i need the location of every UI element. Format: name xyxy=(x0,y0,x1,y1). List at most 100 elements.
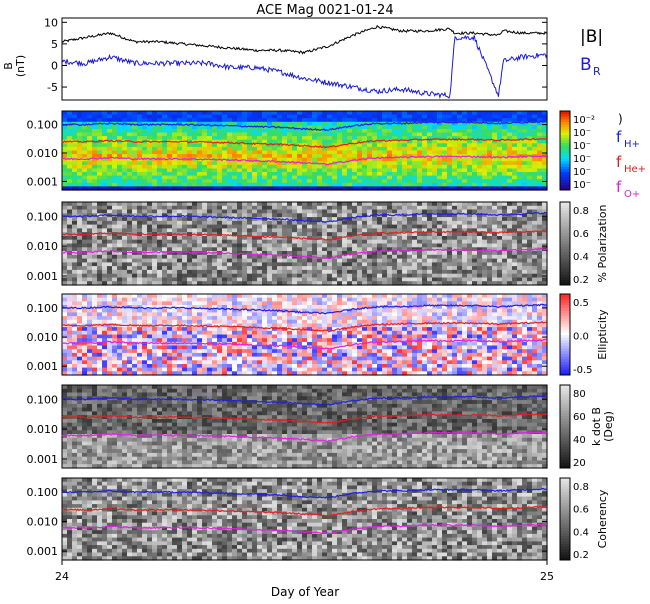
spectrogram-cell xyxy=(87,151,93,155)
spectrogram-cell xyxy=(287,266,293,270)
spectrogram-cell xyxy=(517,244,523,248)
spectrogram-cell xyxy=(267,202,273,206)
spectrogram-cell xyxy=(492,143,498,147)
spectrogram-cell xyxy=(302,305,308,309)
spectrogram-cell xyxy=(492,270,498,274)
spectrogram-cell xyxy=(202,309,208,313)
spectrogram-cell xyxy=(532,133,538,137)
spectrogram-cell xyxy=(102,274,108,278)
spectrogram-cell xyxy=(192,111,198,115)
spectrogram-cell xyxy=(317,294,323,298)
spectrogram-cell xyxy=(382,202,388,206)
spectrogram-cell xyxy=(467,115,473,119)
spectrogram-cell xyxy=(467,294,473,298)
spectrogram-cell xyxy=(517,270,523,274)
spectrogram-cell xyxy=(367,298,373,302)
spectrogram-cell xyxy=(77,225,83,229)
spectrogram-cell xyxy=(487,176,493,180)
spectrogram-cell xyxy=(112,115,118,119)
spectrogram-cell xyxy=(417,298,423,302)
spectrogram-cell xyxy=(467,202,473,206)
spectrogram-cell xyxy=(392,202,398,206)
spectrogram-cell xyxy=(132,210,138,214)
spectrogram-cell xyxy=(147,172,153,176)
spectrogram-cell xyxy=(192,176,198,180)
spectrogram-cell xyxy=(327,176,333,180)
spectrogram-cell xyxy=(392,251,398,255)
colorbar-cell xyxy=(560,124,570,127)
spectrogram-cell xyxy=(167,172,173,176)
spectrogram-cell xyxy=(397,179,403,183)
colorbar-tick-label: 10⁻ xyxy=(573,141,591,152)
spectrogram-cell xyxy=(207,270,213,274)
spectrogram-cell xyxy=(312,122,318,126)
spectrogram-cell xyxy=(212,143,218,147)
spectrogram-cell xyxy=(382,294,388,298)
spectrogram-cell xyxy=(462,176,468,180)
spectrogram-cell xyxy=(82,210,88,214)
spectrogram-cell xyxy=(67,151,73,155)
spectrogram-cell xyxy=(417,115,423,119)
spectrogram-cell xyxy=(112,312,118,316)
spectrogram-cell xyxy=(297,270,303,274)
spectrogram-cell xyxy=(517,125,523,129)
spectrogram-cell xyxy=(327,136,333,140)
spectrogram-cell xyxy=(487,179,493,183)
spectrogram-cell xyxy=(487,115,493,119)
spectrogram-cell xyxy=(177,270,183,274)
spectrogram-cell xyxy=(442,309,448,313)
spectrogram-cell xyxy=(82,111,88,115)
spectrogram-cell xyxy=(177,147,183,151)
spectrogram-cell xyxy=(497,225,503,229)
spectrogram-cell xyxy=(537,143,543,147)
spectrogram-cell xyxy=(187,270,193,274)
spectrogram-cell xyxy=(262,240,268,244)
spectrogram-cell xyxy=(212,172,218,176)
spectrogram-cell xyxy=(82,179,88,183)
spectrogram-cell xyxy=(167,183,173,187)
spectrogram-cell xyxy=(117,176,123,180)
spectrogram-cell xyxy=(352,118,358,122)
spectrogram-cell xyxy=(472,133,478,137)
spectrogram-cell xyxy=(262,270,268,274)
spectrogram-cell xyxy=(337,136,343,140)
spectrogram-cell xyxy=(197,312,203,316)
spectrogram-cell xyxy=(72,136,78,140)
spectrogram-cell xyxy=(132,133,138,137)
spectrogram-cell xyxy=(217,118,223,122)
spectrogram-cell xyxy=(502,151,508,155)
spectrogram-cell xyxy=(512,125,518,129)
spectrogram-cell xyxy=(272,179,278,183)
spectrogram-cell xyxy=(232,266,238,270)
spectrogram-cell xyxy=(112,210,118,214)
spectrogram-cell xyxy=(112,294,118,298)
spectrogram-cell xyxy=(87,133,93,137)
spectrogram-cell xyxy=(332,140,338,144)
spectrogram-cell xyxy=(307,266,313,270)
spectrogram-cell xyxy=(132,125,138,129)
spectrogram-cell xyxy=(182,183,188,187)
spectrogram-cell xyxy=(287,122,293,126)
spectrogram-cell xyxy=(162,210,168,214)
spectrogram-cell xyxy=(322,298,328,302)
spectrogram-cell xyxy=(447,118,453,122)
spectrogram-cell xyxy=(362,179,368,183)
spectrogram-cell xyxy=(467,266,473,270)
spectrogram-cell xyxy=(102,143,108,147)
spectrogram-cell xyxy=(87,309,93,313)
spectrogram-cell xyxy=(117,266,123,270)
spectrogram-cell xyxy=(322,179,328,183)
spectrogram-cell xyxy=(427,165,433,169)
spectrogram-cell xyxy=(362,143,368,147)
spectrogram-cell xyxy=(122,165,128,169)
spectrogram-cell xyxy=(427,274,433,278)
spectrogram-cell xyxy=(452,270,458,274)
spectrogram-cell xyxy=(97,133,103,137)
spectrogram-cell xyxy=(217,133,223,137)
spectrogram-cell xyxy=(402,225,408,229)
spectrogram-cell xyxy=(282,111,288,115)
spectrogram-cell xyxy=(372,244,378,248)
spectrogram-cell xyxy=(437,309,443,313)
spectrogram-cell xyxy=(87,165,93,169)
spectrogram-cell xyxy=(407,172,413,176)
